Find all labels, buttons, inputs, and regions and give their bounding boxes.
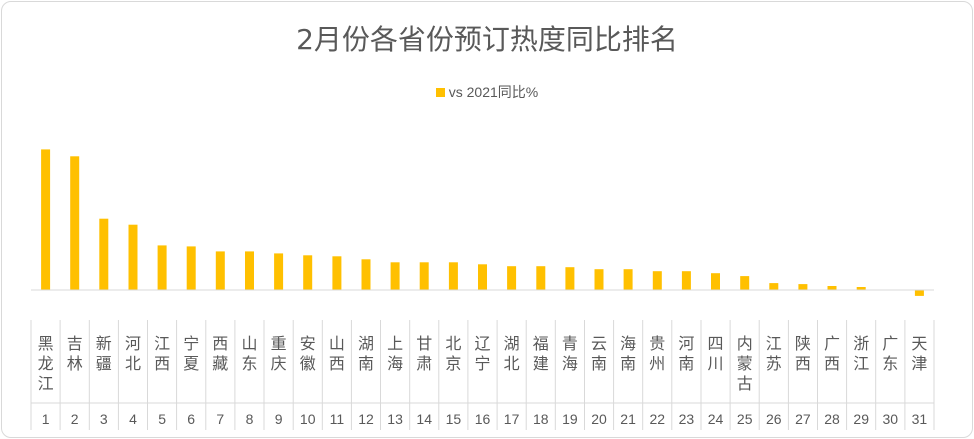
rank-label: 31	[912, 411, 928, 427]
rank-label: 5	[158, 411, 166, 427]
category-label: 新疆	[96, 334, 112, 373]
rank-label: 24	[708, 411, 724, 427]
category-label: 广东	[882, 334, 898, 373]
rank-label: 18	[533, 411, 549, 427]
category-label: 河北	[125, 334, 141, 373]
bar-8	[245, 251, 254, 290]
category-label: 河南	[678, 334, 694, 373]
bar-21	[623, 269, 633, 290]
category-label: 吉林	[67, 334, 83, 373]
category-label: 广西	[824, 334, 840, 373]
bar-16	[478, 264, 487, 290]
bar-25	[740, 276, 750, 290]
category-label: 青海	[562, 334, 578, 373]
bar-10	[303, 255, 313, 290]
legend-swatch	[435, 88, 445, 97]
rank-label: 12	[358, 411, 374, 427]
category-label: 北京	[445, 334, 461, 373]
rank-label: 28	[824, 411, 840, 427]
chart-title: 2月份各省份预订热度同比排名	[296, 23, 678, 56]
legend-label: vs 2021同比%	[448, 84, 539, 100]
bar-22	[652, 271, 662, 290]
category-label: 陕西	[795, 334, 811, 373]
rank-label: 11	[330, 411, 345, 427]
rank-label: 14	[416, 411, 432, 427]
bar-18	[536, 266, 546, 290]
category-label: 山东	[241, 334, 257, 373]
bar-19	[565, 267, 575, 290]
chart-legend: vs 2021同比%	[0, 82, 974, 102]
category-label: 甘肃	[416, 334, 432, 373]
category-label: 浙江	[853, 334, 869, 373]
bar-12	[361, 259, 371, 290]
category-label: 西藏	[212, 334, 228, 373]
rank-label: 30	[883, 411, 899, 427]
bar-17	[507, 266, 517, 290]
category-label: 贵州	[649, 334, 665, 373]
bar-31	[914, 290, 924, 296]
rank-label: 26	[766, 411, 782, 427]
bar-29	[856, 287, 866, 290]
bar-11	[332, 256, 342, 290]
category-label: 上海	[387, 334, 403, 373]
category-label: 湖南	[358, 334, 374, 373]
category-label: 重庆	[271, 334, 287, 373]
rank-label: 20	[591, 411, 607, 427]
rank-label: 1	[42, 411, 50, 427]
rank-label: 21	[620, 411, 636, 427]
category-label: 福建	[533, 334, 549, 373]
category-label: 江苏	[766, 334, 782, 373]
category-label: 江西	[154, 334, 170, 373]
category-label: 海南	[620, 334, 636, 373]
rank-label: 25	[737, 411, 753, 427]
rank-label: 15	[446, 411, 462, 427]
rank-label: 4	[129, 411, 137, 427]
category-label: 黑龙江	[38, 334, 54, 393]
bar-1	[41, 149, 51, 290]
rank-label: 8	[246, 411, 254, 427]
rank-label: 23	[679, 411, 695, 427]
category-label: 内蒙古	[737, 334, 753, 393]
bar-26	[769, 283, 779, 290]
bar-24	[711, 273, 720, 290]
bar-23	[681, 271, 691, 290]
rank-label: 10	[300, 411, 316, 427]
category-label: 湖北	[504, 334, 520, 373]
bar-6	[186, 246, 196, 290]
category-label: 四川	[707, 334, 723, 373]
rank-label: 29	[853, 411, 869, 427]
bar-4	[128, 224, 138, 290]
bar-5	[157, 245, 167, 290]
rank-label: 16	[475, 411, 491, 427]
bar-14	[419, 262, 429, 290]
rank-label: 27	[795, 411, 811, 427]
bar-27	[798, 284, 808, 290]
rank-label: 9	[275, 411, 283, 427]
category-label: 山西	[329, 334, 345, 373]
bar-2	[70, 156, 80, 290]
category-label: 天津	[911, 334, 927, 373]
bar-28	[827, 286, 837, 290]
rank-label: 22	[650, 411, 666, 427]
rank-label: 3	[100, 411, 108, 427]
rank-label: 6	[187, 411, 195, 427]
rank-label: 13	[387, 411, 403, 427]
rank-label: 17	[504, 411, 520, 427]
bar-7	[215, 251, 225, 290]
category-label: 宁夏	[183, 334, 199, 373]
bar-9	[274, 253, 284, 290]
category-label: 辽宁	[474, 334, 490, 373]
rank-label: 2	[71, 411, 79, 427]
rank-label: 19	[562, 411, 578, 427]
category-label: 安徽	[300, 334, 316, 373]
bar-20	[594, 269, 604, 290]
rank-label: 7	[216, 411, 224, 427]
bar-3	[99, 218, 109, 290]
bar-13	[390, 262, 400, 290]
bar-15	[448, 262, 458, 290]
category-label: 云南	[591, 334, 607, 373]
